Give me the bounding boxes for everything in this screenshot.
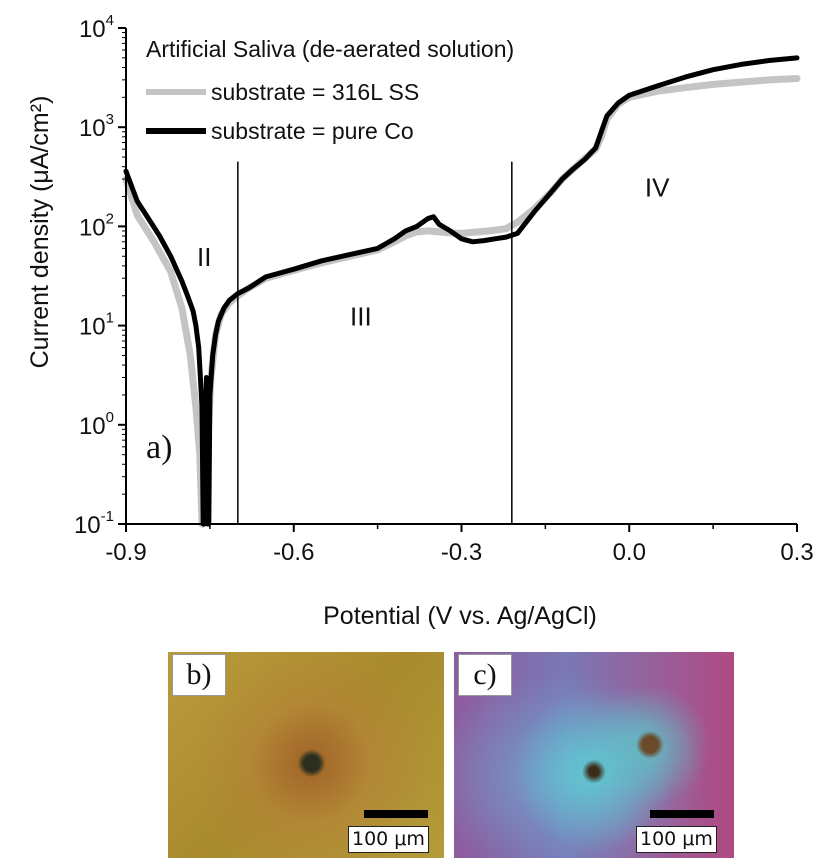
micrograph-c-scale-bar — [650, 810, 714, 818]
micrograph-c-label: c) — [458, 654, 512, 696]
x-tick-label: 0.3 — [780, 539, 813, 566]
panel-label-a: a) — [146, 429, 172, 466]
x-tick-labels: -0.9 -0.6 -0.3 0.0 0.3 — [105, 539, 813, 566]
y-tick-label: 103 — [79, 111, 114, 142]
axes — [118, 27, 798, 532]
micrograph-c: c) 100 μm — [454, 652, 734, 858]
micrograph-b-scale-label: 100 μm — [348, 826, 429, 853]
micrograph-c-scale-label: 100 μm — [636, 826, 717, 853]
y-tick-label: 102 — [79, 210, 114, 241]
x-tick-label: -0.6 — [273, 539, 314, 566]
region-boundaries — [237, 161, 513, 524]
x-tick-label: 0.0 — [613, 539, 646, 566]
y-tick-label: 100 — [79, 409, 114, 440]
y-axis-title: Current density (μA/cm²) — [26, 96, 54, 369]
x-axis-title: Potential (V vs. Ag/AgCl) — [323, 602, 597, 630]
x-tick-label: -0.9 — [105, 539, 146, 566]
y-tick-label: 104 — [79, 12, 114, 43]
micrograph-b: b) 100 μm — [168, 652, 444, 858]
legend-label-316l: substrate = 316L SS — [211, 79, 419, 105]
legend-title: Artificial Saliva (de-aerated solution) — [146, 36, 514, 62]
region-label-ii: II — [197, 242, 211, 272]
micrograph-b-label: b) — [172, 654, 226, 696]
y-tick-labels: 10-1 100 101 102 103 104 — [74, 12, 114, 539]
polarization-chart: 10-1 100 101 102 103 104 -0.9 -0.6 -0.3 0.0 0.3 I… — [26, 12, 814, 630]
region-label-iv: IV — [645, 173, 670, 203]
y-tick-label: 101 — [79, 310, 114, 341]
region-label-iii: III — [350, 302, 372, 332]
series-line-pure-co — [123, 55, 800, 527]
micrograph-b-scale-bar — [364, 810, 428, 818]
x-tick-label: -0.3 — [441, 539, 482, 566]
legend: substrate = 316L SS substrate = pure Co — [146, 79, 419, 144]
y-tick-label: 10-1 — [74, 508, 114, 539]
legend-label-co: substrate = pure Co — [211, 118, 414, 144]
